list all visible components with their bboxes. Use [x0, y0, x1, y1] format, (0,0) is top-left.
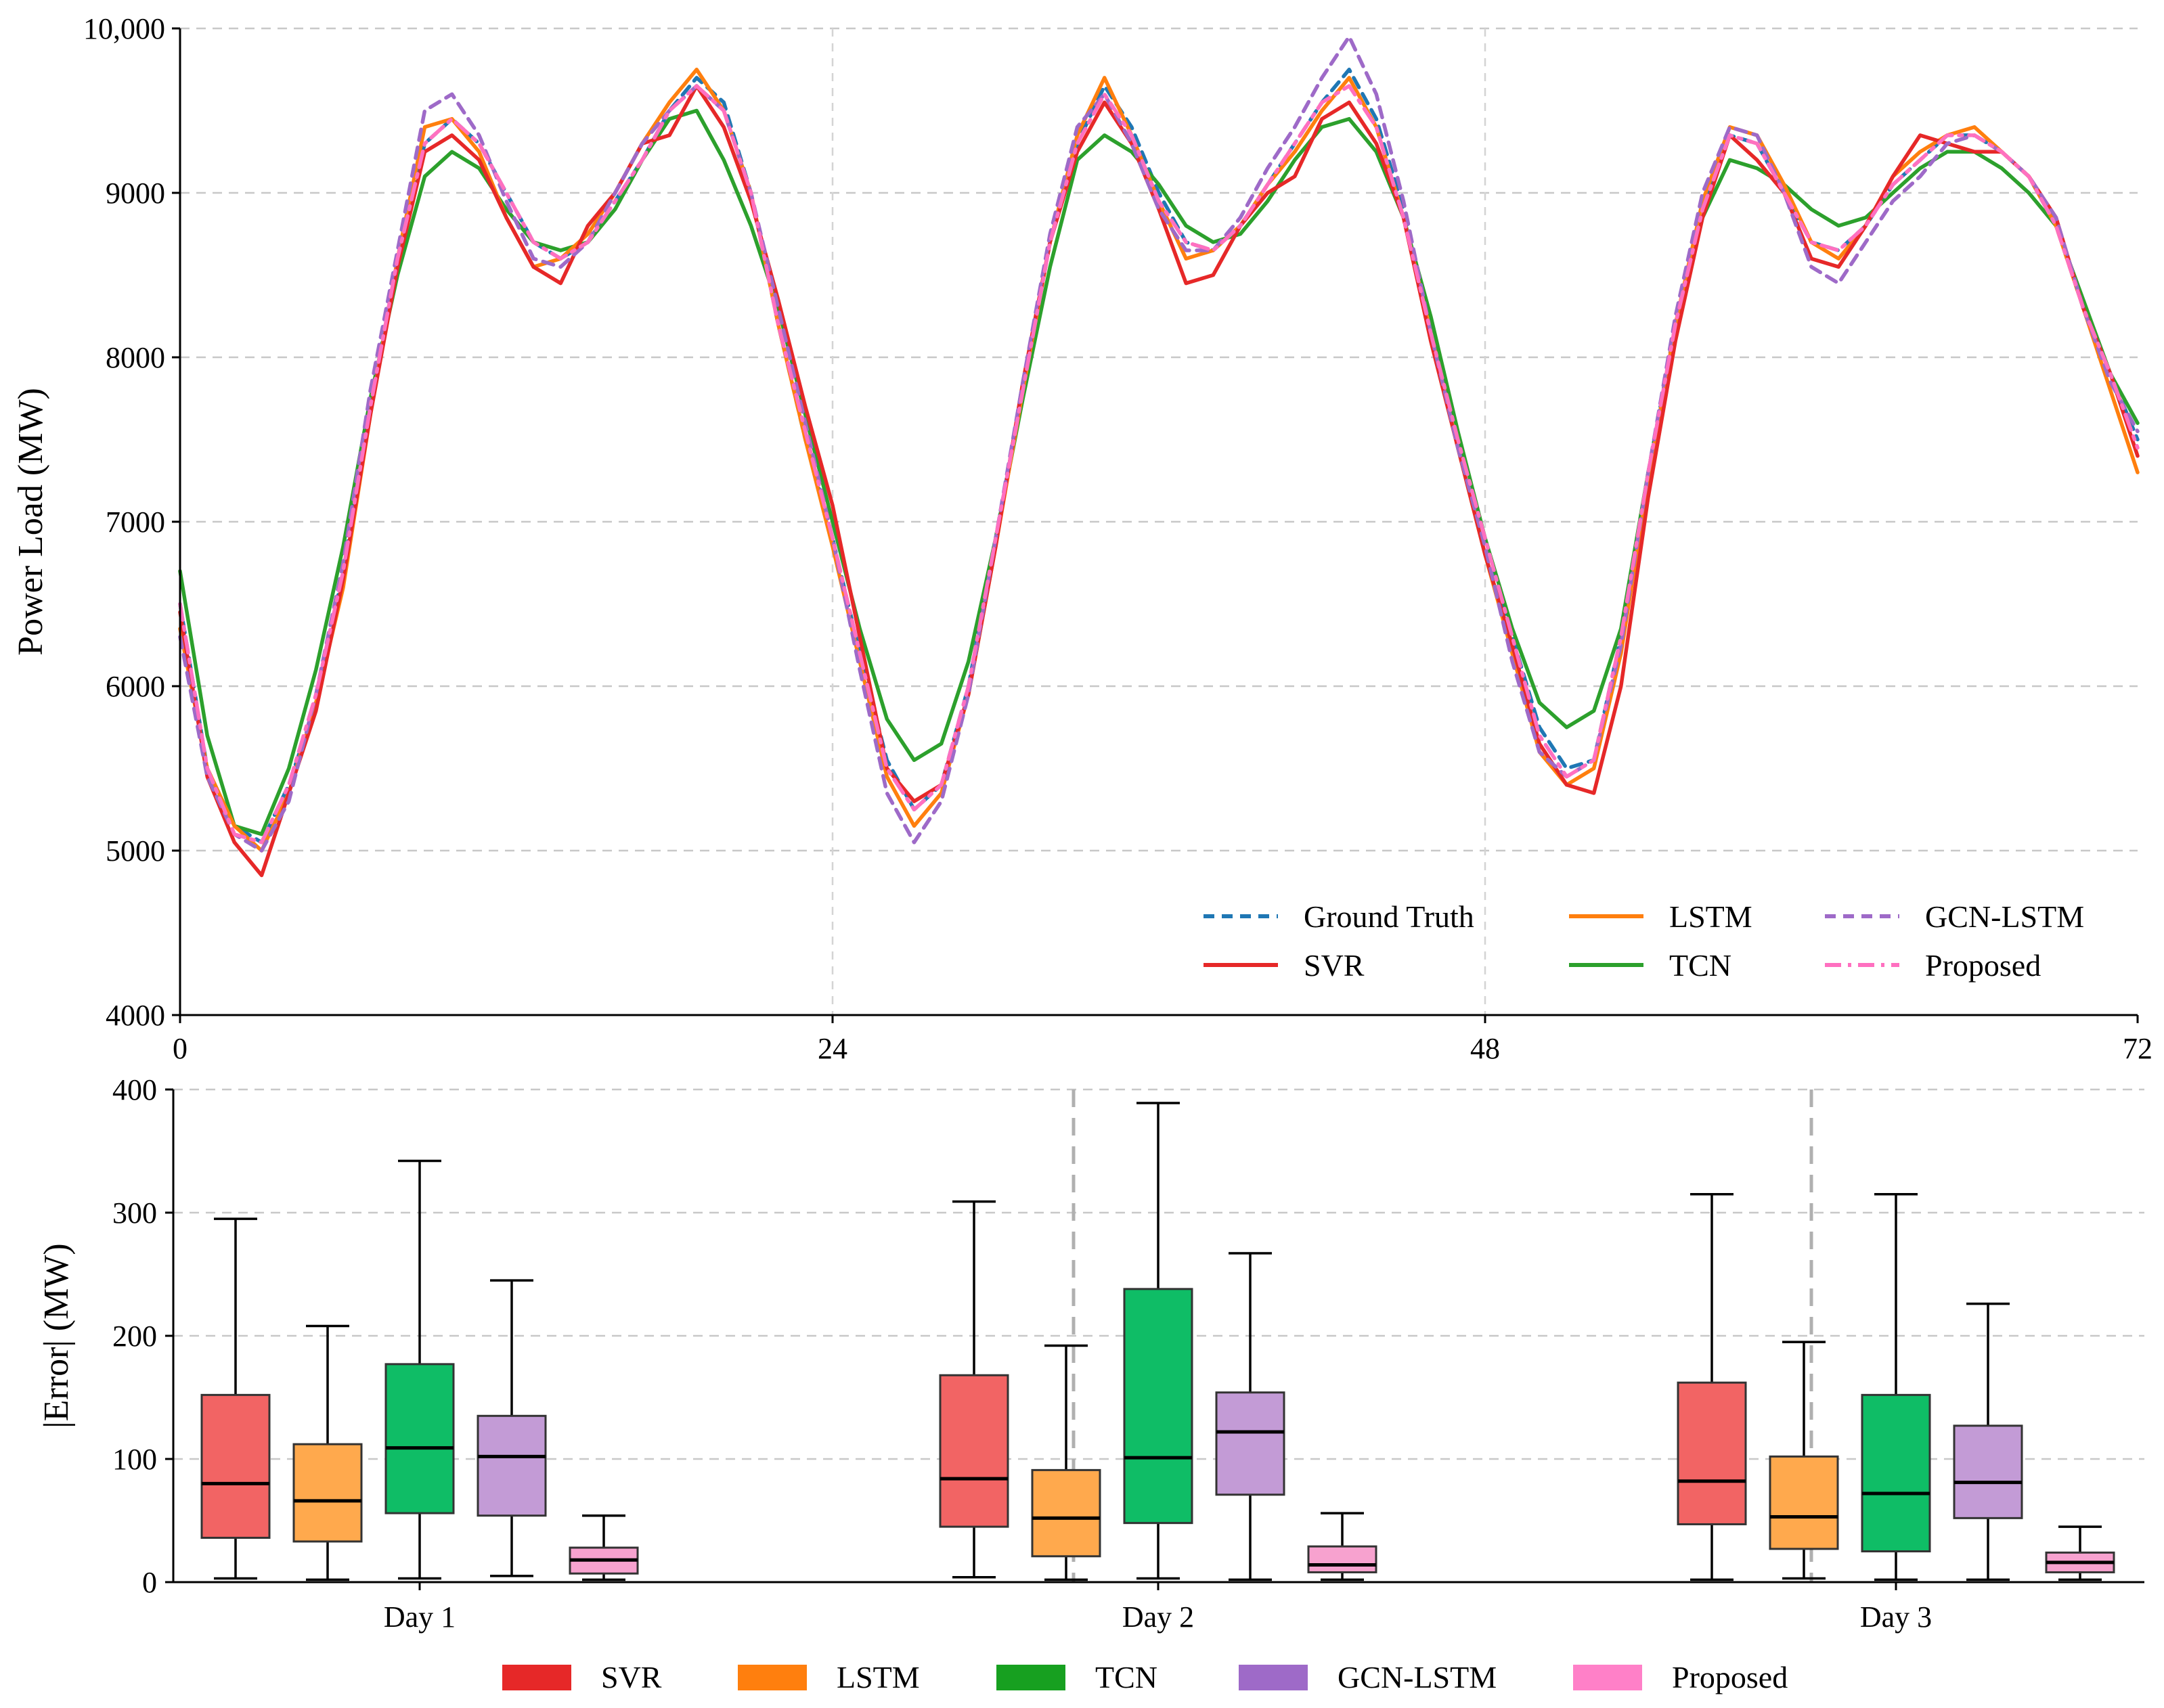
- line-chart-y-tick-label: 9000: [106, 177, 165, 210]
- box-gcn-lstm-day-3: [1953, 1302, 2023, 1581]
- box-tcn-day-3: [1861, 1192, 1931, 1581]
- box-tcn-day-2: [1123, 1102, 1193, 1580]
- box-chart-y-tick-label: 0: [142, 1566, 157, 1599]
- line-chart-x-tick-label: 48: [1470, 1032, 1500, 1065]
- box-lstm-day-2: [1031, 1344, 1101, 1581]
- iqr-box: [477, 1414, 547, 1517]
- legend-label-proposed: Proposed: [1672, 1660, 1788, 1694]
- box-lstm-day-3: [1769, 1341, 1839, 1580]
- legend-label-ground-truth: Ground Truth: [1304, 899, 1474, 934]
- iqr-box: [384, 1363, 455, 1514]
- box-proposed-day-1: [569, 1514, 639, 1581]
- line-chart-y-tick-label: 6000: [106, 670, 165, 703]
- box-chart-legend: SVR LSTM TCN GCN-LSTM Proposed: [502, 1660, 1788, 1694]
- box-tcn-day-1: [384, 1159, 455, 1580]
- box-svr-day-3: [1677, 1192, 1747, 1581]
- line-chart-y-ticks: 4000 5000 6000 7000 8000 9000 10,000: [83, 12, 180, 1032]
- iqr-box: [1215, 1391, 1285, 1496]
- iqr-box: [939, 1374, 1009, 1528]
- legend-swatch-lstm: [738, 1665, 807, 1690]
- line-chart-series: [178, 35, 2140, 878]
- iqr-box: [200, 1393, 271, 1539]
- legend-label-svr: SVR: [1304, 948, 1365, 983]
- box-chart: 0 100 200 300 400 Day 1 Day 2 Day 3 |Error| (M…: [37, 1073, 2144, 1694]
- box-chart-boxes: [200, 1102, 2115, 1581]
- legend-swatch-svr: [502, 1665, 571, 1690]
- series-line-proposed: [178, 84, 2140, 845]
- iqr-box: [1861, 1393, 1931, 1553]
- series-line-gcn-lstm: [178, 35, 2140, 853]
- line-chart-x-tick-label: 0: [173, 1032, 187, 1065]
- line-chart-y-tick-label: 7000: [106, 505, 165, 539]
- box-lstm-day-1: [292, 1324, 363, 1581]
- line-chart-y-tick-label: 5000: [106, 834, 165, 868]
- legend-label-tcn: TCN: [1669, 948, 1731, 983]
- legend-label-gcn-lstm: GCN-LSTM: [1925, 899, 2084, 934]
- line-chart-y-tick-label: 8000: [106, 341, 165, 374]
- line-chart-legend: Ground Truth SVR LSTM TCN GCN-LSTM Proposed: [1204, 899, 2084, 983]
- line-chart-x-tick-label: 24: [818, 1032, 847, 1065]
- box-chart-y-tick-label: 300: [112, 1196, 157, 1230]
- box-chart-y-tick-label: 100: [112, 1443, 157, 1476]
- box-proposed-day-2: [1307, 1512, 1377, 1581]
- iqr-box: [1953, 1424, 2023, 1519]
- iqr-box: [1769, 1455, 1839, 1550]
- line-chart: 4000 5000 6000 7000 8000 9000 10,000 0 24 48 72 P…: [12, 12, 2152, 1065]
- iqr-box: [292, 1443, 363, 1543]
- legend-label-lstm: LSTM: [1669, 899, 1752, 934]
- line-chart-x-tick-label: 72: [2123, 1032, 2152, 1065]
- legend-label-gcn-lstm: GCN-LSTM: [1338, 1660, 1497, 1694]
- legend-label-svr: SVR: [601, 1660, 662, 1694]
- box-chart-x-tick-label: Day 3: [1860, 1600, 1932, 1634]
- box-chart-y-tick-label: 400: [112, 1073, 157, 1106]
- box-chart-y-tick-label: 200: [112, 1320, 157, 1353]
- legend-label-proposed: Proposed: [1925, 948, 2041, 983]
- box-proposed-day-3: [2045, 1525, 2115, 1581]
- line-chart-y-tick-label: 10,000: [83, 12, 165, 45]
- iqr-box: [1031, 1468, 1101, 1558]
- line-chart-grid: [180, 27, 2138, 1015]
- line-chart-x-ticks: 0 24 48 72: [173, 1015, 2152, 1065]
- box-svr-day-1: [200, 1217, 271, 1580]
- series-line-tcn: [178, 108, 2140, 836]
- iqr-box: [1677, 1381, 1747, 1525]
- box-chart-x-ticks: Day 1 Day 2 Day 3: [384, 1582, 1932, 1634]
- box-chart-y-ticks: 0 100 200 300 400: [112, 1073, 173, 1599]
- series-line-svr: [178, 84, 2140, 878]
- box-svr-day-2: [939, 1200, 1009, 1579]
- box-gcn-lstm-day-1: [477, 1279, 547, 1577]
- iqr-box: [1307, 1545, 1377, 1573]
- line-chart-y-axis-title: Power Load (MW): [12, 388, 50, 656]
- line-chart-y-tick-label: 4000: [106, 999, 165, 1032]
- legend-swatch-gcn-lstm: [1239, 1665, 1308, 1690]
- box-gcn-lstm-day-2: [1215, 1252, 1285, 1581]
- legend-label-lstm: LSTM: [837, 1660, 920, 1694]
- iqr-box: [1123, 1288, 1193, 1525]
- box-chart-y-axis-title: |Error| (MW): [37, 1243, 76, 1428]
- legend-swatch-proposed: [1573, 1665, 1642, 1690]
- box-chart-x-tick-label: Day 2: [1122, 1600, 1194, 1634]
- legend-swatch-tcn: [996, 1665, 1065, 1690]
- box-chart-x-tick-label: Day 1: [384, 1600, 456, 1634]
- legend-label-tcn: TCN: [1095, 1660, 1157, 1694]
